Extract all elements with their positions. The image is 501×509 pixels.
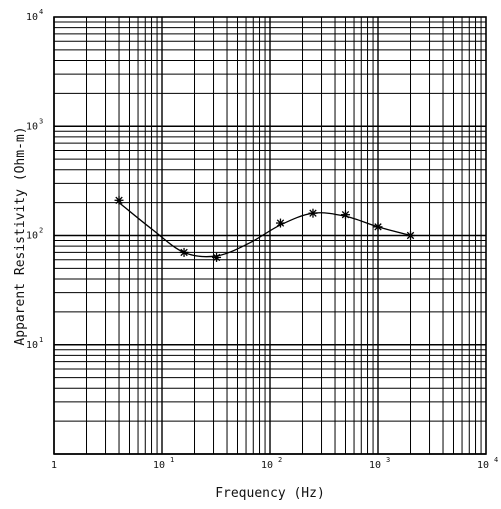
- data-point-marker: [373, 222, 383, 232]
- y-axis-label: Apparent Resistivity (Ohm-m): [13, 126, 28, 345]
- fitted-curve: [118, 202, 411, 258]
- svg-text:4: 4: [494, 456, 498, 464]
- y-tick-label: 10 3: [26, 117, 43, 132]
- data-points: [114, 195, 416, 262]
- x-tick-label: 10 3: [369, 456, 390, 471]
- data-point-marker: [406, 231, 416, 240]
- svg-text:10: 10: [261, 460, 273, 471]
- data-point-marker: [179, 247, 189, 257]
- data-point-marker: [212, 252, 222, 262]
- svg-text:1: 1: [170, 456, 174, 464]
- svg-text:2: 2: [278, 456, 282, 464]
- svg-text:10: 10: [26, 12, 38, 23]
- svg-text:10: 10: [26, 340, 38, 351]
- x-tick-label: 10 2: [261, 456, 282, 471]
- data-point-marker: [308, 208, 318, 218]
- fitted-curve-line: [118, 202, 411, 258]
- svg-text:3: 3: [39, 117, 43, 125]
- y-tick-label: 10 1: [26, 336, 43, 351]
- svg-text:10: 10: [26, 231, 38, 242]
- svg-text:10: 10: [153, 460, 165, 471]
- data-point-marker: [340, 210, 350, 220]
- svg-text:1: 1: [51, 460, 57, 471]
- svg-text:4: 4: [39, 8, 43, 16]
- svg-text:2: 2: [39, 227, 43, 235]
- svg-text:3: 3: [386, 456, 390, 464]
- grid-lines: [53, 17, 486, 455]
- y-tick-label: 10 2: [26, 227, 43, 242]
- x-axis-label: Frequency (Hz): [215, 486, 325, 501]
- svg-text:10: 10: [477, 460, 489, 471]
- data-point-marker: [275, 218, 285, 228]
- x-tick-label: 1: [51, 460, 57, 471]
- x-tick-labels: 1 10 1 10 2 10 3 10 4: [51, 456, 498, 471]
- x-tick-label: 10 1: [153, 456, 174, 471]
- x-tick-label: 10 4: [477, 456, 498, 471]
- data-point-marker: [114, 195, 124, 205]
- y-tick-label: 10 4: [26, 8, 43, 23]
- svg-text:1: 1: [39, 336, 43, 344]
- svg-text:10: 10: [26, 121, 38, 132]
- svg-text:10: 10: [369, 460, 381, 471]
